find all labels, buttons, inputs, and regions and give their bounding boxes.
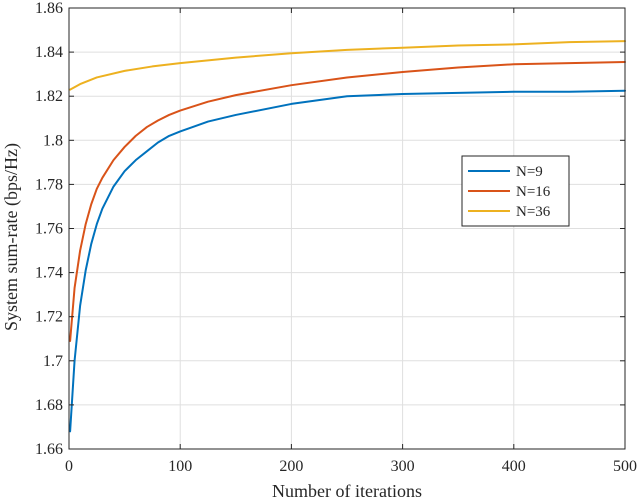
x-tick-label: 100	[168, 458, 192, 475]
y-tick-label: 1.72	[35, 309, 63, 326]
grid	[68, 7, 626, 450]
y-tick-label: 1.78	[35, 176, 63, 193]
y-tick-label: 1.7	[43, 353, 63, 370]
x-tick-label: 0	[65, 458, 73, 475]
y-tick-label: 1.74	[35, 265, 63, 282]
axes: 0 100 200 300 400 500 1.66 1.68 1.7 1.72 1.74 1.76 1…	[35, 0, 637, 475]
x-tick-label: 200	[279, 458, 303, 475]
legend-label-1: N=9	[516, 164, 543, 180]
y-axis-label: System sum-rate (bps/Hz)	[1, 143, 22, 331]
y-tick-label: 1.86	[35, 0, 63, 17]
x-axis-label: Number of iterations	[272, 481, 422, 500]
y-tick-label: 1.66	[35, 441, 63, 458]
legend: N=9 N=16 N=36	[461, 155, 570, 227]
series-group	[69, 40, 626, 433]
legend-label-3: N=36	[516, 204, 551, 220]
series-line-1	[69, 89, 626, 433]
x-tick-label: 300	[391, 458, 415, 475]
series-line-3	[69, 40, 626, 91]
y-tick-label: 1.76	[35, 221, 63, 238]
y-tick-label: 1.68	[35, 397, 63, 414]
y-tick-label: 1.84	[35, 44, 63, 61]
legend-label-2: N=16	[516, 184, 551, 200]
x-tick-label: 400	[502, 458, 526, 475]
y-tick-label: 1.82	[35, 88, 63, 105]
series-line-2	[69, 61, 626, 342]
y-tick-label: 1.8	[43, 132, 63, 149]
x-tick-label: 500	[613, 458, 637, 475]
